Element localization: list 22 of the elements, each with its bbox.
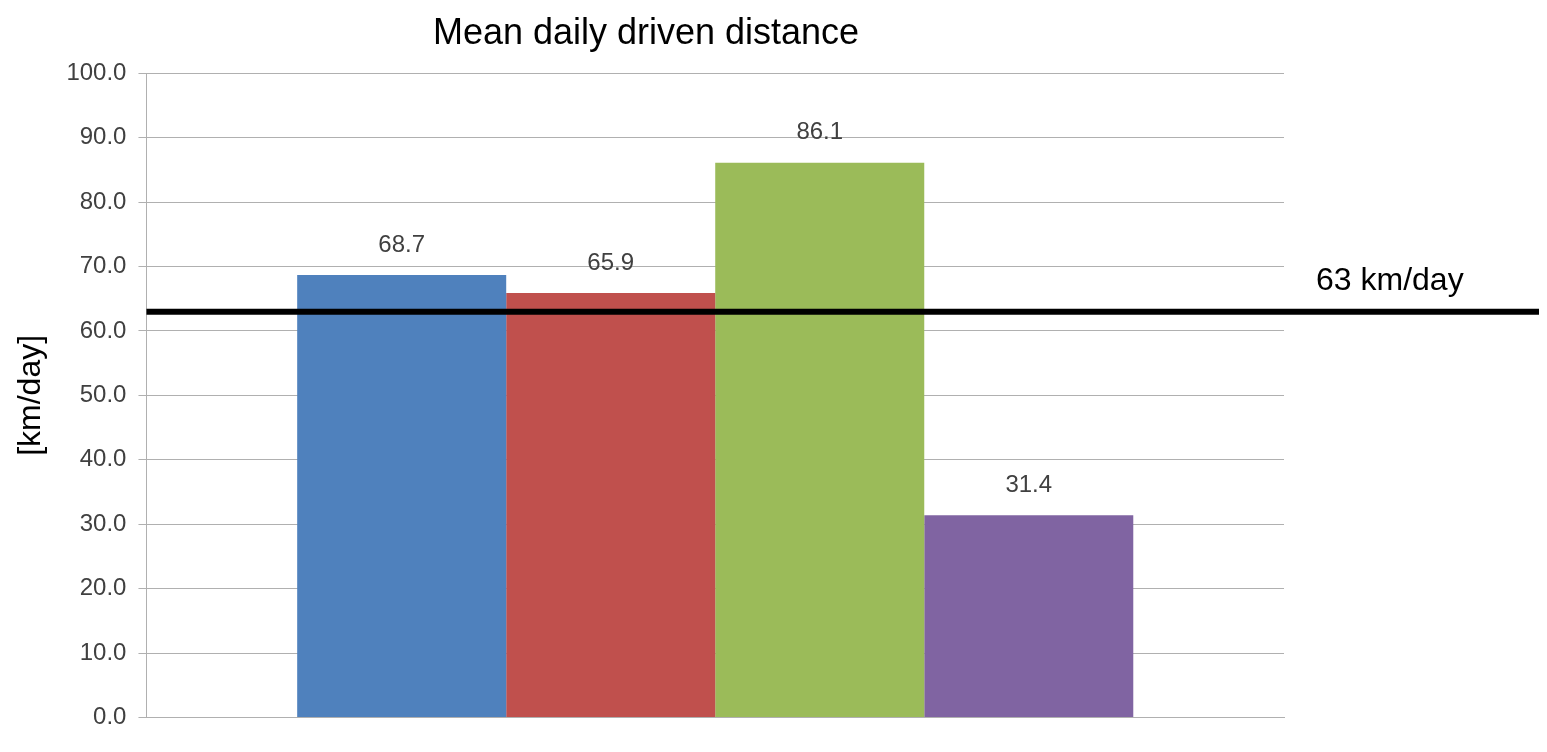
y-tick-label: 0.0	[93, 702, 127, 730]
bar	[924, 515, 1134, 718]
data-label: 86.1	[796, 117, 844, 145]
y-tick-label: 50.0	[79, 380, 127, 408]
y-tick-label: 80.0	[79, 186, 127, 214]
y-tick-label: 10.0	[79, 637, 127, 665]
y-tick-label: 90.0	[79, 122, 127, 150]
y-tick-label: 40.0	[79, 444, 127, 472]
bar	[297, 274, 507, 718]
data-label: 65.9	[587, 247, 635, 275]
data-label: 31.4	[1005, 469, 1053, 497]
y-tick-label: 70.0	[79, 251, 127, 279]
bar	[715, 162, 925, 718]
bar	[506, 292, 716, 718]
chart-title: Mean daily driven distance	[432, 10, 860, 52]
ref-line-label: 63 km/day	[1316, 261, 1464, 298]
y-tick-label: 100.0	[66, 57, 127, 85]
y-tick-label: 20.0	[79, 573, 127, 601]
data-label: 68.7	[378, 229, 426, 257]
y-tick-label: 60.0	[79, 315, 127, 343]
y-axis-title: [km/day]	[11, 334, 48, 456]
y-tick-label: 30.0	[79, 508, 127, 536]
